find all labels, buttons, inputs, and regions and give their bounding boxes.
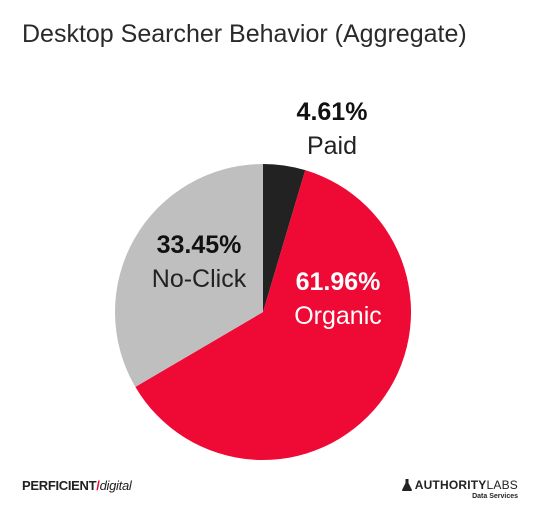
slice-category-label: Paid (307, 132, 357, 160)
perficient-digital-logo: PERFICIENT/digital (22, 478, 132, 493)
pie-labels: 4.61% Paid 61.96% Organic 33.45% No-Click (152, 98, 382, 330)
authoritylabs-logo: AUTHORITYLABS Data Services (401, 478, 518, 500)
perficient-logo-slash: / (96, 478, 100, 493)
pie-slice-paid (263, 164, 306, 312)
authority-logo-main: AUTHORITY (414, 478, 487, 492)
authority-logo-thin: LABS (486, 478, 518, 492)
slice-category-label: No-Click (152, 265, 247, 293)
flask-icon (401, 479, 412, 491)
slice-value-label: 4.61% (297, 98, 368, 126)
chart-title: Desktop Searcher Behavior (Aggregate) (22, 20, 467, 48)
perficient-logo-main: PERFICIENT (22, 478, 97, 493)
authority-logo-sub: Data Services (472, 493, 518, 500)
pie-slice-organic (135, 170, 412, 461)
slice-value-label: 61.96% (296, 268, 381, 296)
perficient-logo-sub: digital (99, 478, 132, 493)
slice-category-label: Organic (294, 302, 382, 330)
pie-slice-no-click (115, 164, 263, 387)
pie-slices (115, 164, 412, 461)
slice-value-label: 33.45% (157, 231, 242, 259)
